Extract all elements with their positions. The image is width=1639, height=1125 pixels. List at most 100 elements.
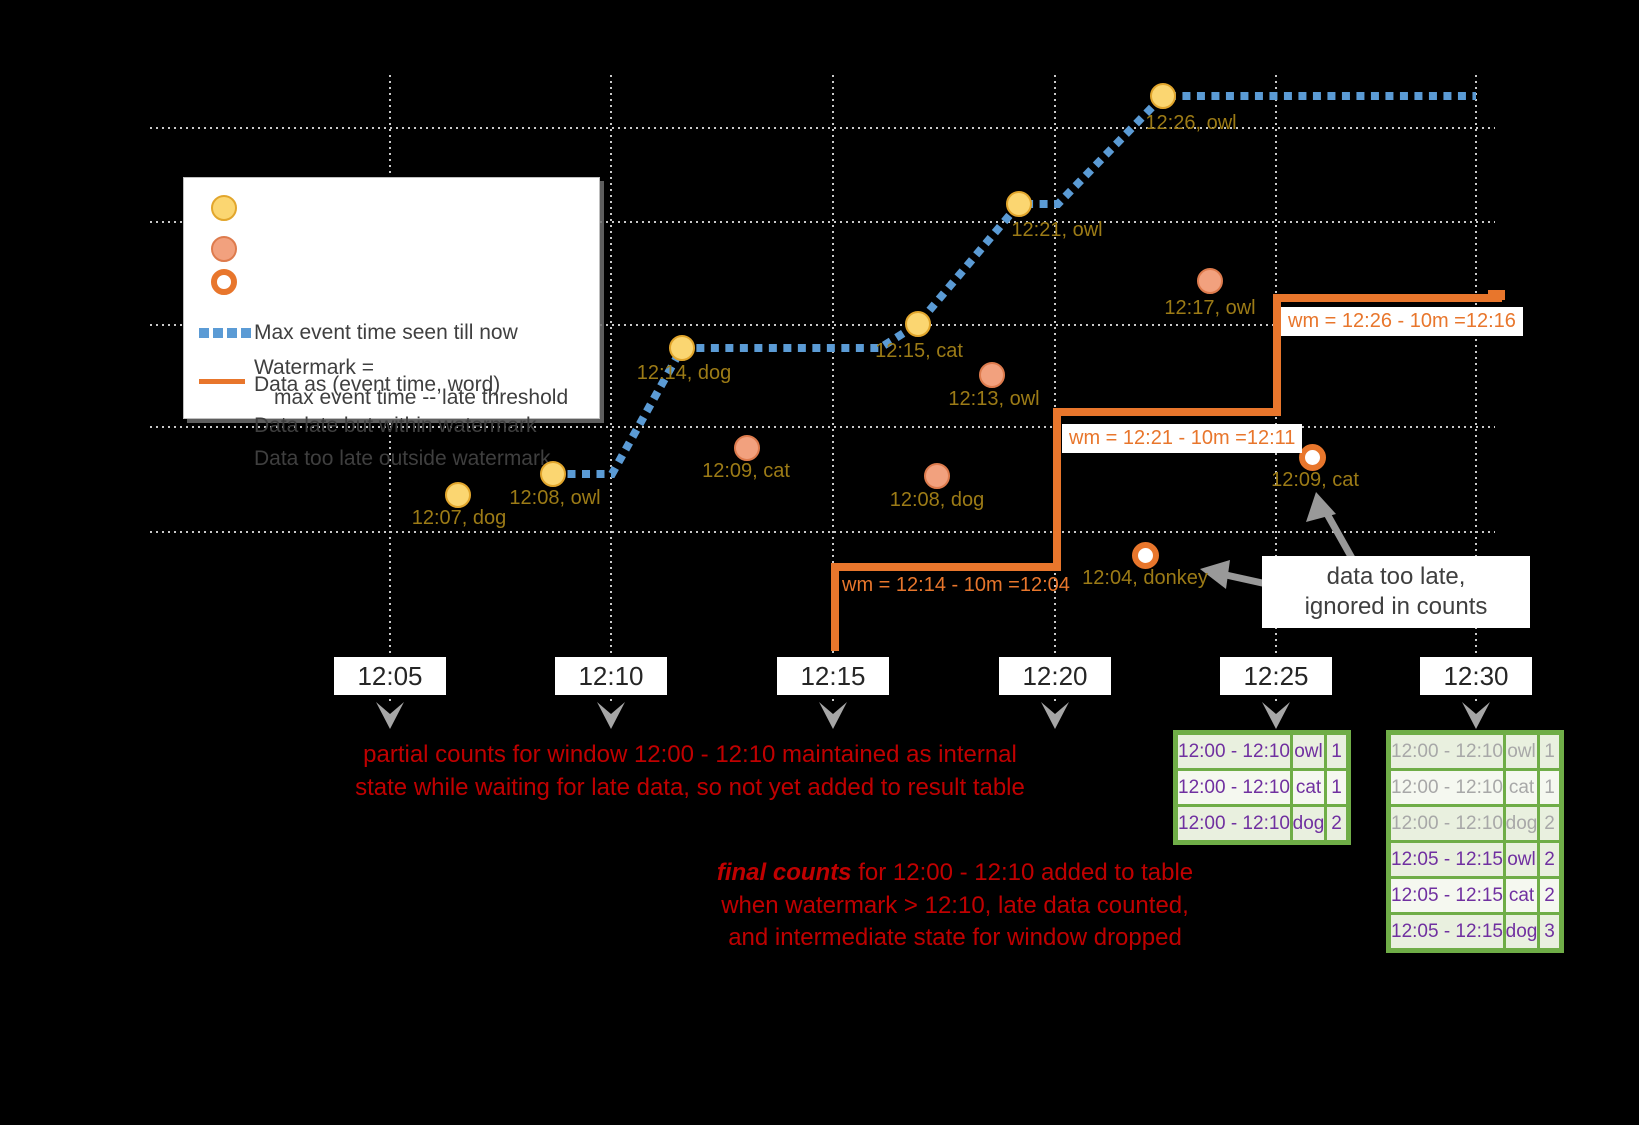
- blue-dotted-line-icon: [199, 328, 251, 338]
- table-cell-window: 12:05 - 12:15: [1391, 915, 1503, 948]
- callout-line: data too late,: [1326, 563, 1466, 590]
- table-cell-word: dog: [1506, 807, 1537, 840]
- table-cell-window: 12:00 - 12:10: [1178, 771, 1290, 804]
- table-cell-window: 12:00 - 12:10: [1178, 735, 1290, 768]
- salmon-dot-icon: [211, 236, 237, 262]
- table-cell-window: 12:00 - 12:10: [1391, 807, 1503, 840]
- annotation-line-rest: for 12:00 - 12:10 added to table: [851, 859, 1194, 886]
- data-point-label: 12:13, owl: [948, 388, 1040, 410]
- axis-tick-1215: 12:15: [777, 657, 889, 695]
- watermark-value-label: wm = 12:14 - 10m =12:04: [842, 574, 1070, 596]
- table-cell-count: 1: [1327, 735, 1346, 768]
- table-row: 12:00 - 12:10 dog 2: [1391, 807, 1559, 840]
- callout-line: ignored in counts: [1304, 593, 1488, 620]
- table-cell-word: cat: [1506, 771, 1537, 804]
- data-point-toolate: [1299, 444, 1326, 471]
- data-point-ontime: [669, 335, 695, 361]
- table-cell-count: 1: [1327, 771, 1346, 804]
- too-late-callout: data too late, ignored in counts: [1262, 556, 1530, 628]
- watermark-value-label: wm = 12:21 - 10m =12:11: [1062, 424, 1303, 453]
- axis-tick-1205: 12:05: [334, 657, 446, 695]
- axis-tick-1210: 12:10: [555, 657, 667, 695]
- data-point-label: 12:14, dog: [636, 362, 732, 384]
- table-cell-window: 12:05 - 12:15: [1391, 843, 1503, 876]
- axis-tick-1230: 12:30: [1420, 657, 1532, 695]
- table-cell-window: 12:05 - 12:15: [1391, 879, 1503, 912]
- final-counts-emphasis: final counts: [716, 859, 852, 886]
- table-row: 12:00 - 12:10 owl 1: [1178, 735, 1346, 768]
- data-point-late: [734, 435, 760, 461]
- table-cell-count: 2: [1327, 807, 1346, 840]
- data-point-ontime: [540, 461, 566, 487]
- data-point-late: [924, 463, 950, 489]
- table-cell-window: 12:00 - 12:10: [1178, 807, 1290, 840]
- table-row: 12:00 - 12:10 cat 1: [1178, 771, 1346, 804]
- legend: Data as (event time, word) Data late but…: [183, 177, 600, 470]
- final-counts-annotation: final counts for 12:00 - 12:10 added to …: [655, 857, 1255, 955]
- data-point-label: 12:08, owl: [509, 487, 601, 509]
- data-point-label: 12:04, donkey: [1082, 567, 1208, 589]
- table-cell-word: owl: [1506, 735, 1537, 768]
- data-point-label: 12:09, cat: [702, 460, 790, 482]
- table-row: 12:05 - 12:15 owl 2: [1391, 843, 1559, 876]
- table-cell-word: cat: [1506, 879, 1537, 912]
- table-cell-word: dog: [1293, 807, 1324, 840]
- table-cell-window: 12:00 - 12:10: [1391, 735, 1503, 768]
- table-cell-word: cat: [1293, 771, 1324, 804]
- data-point-label: 12:21, owl: [1011, 219, 1103, 241]
- data-point-label: 12:07, dog: [411, 507, 507, 529]
- table-cell-count: 2: [1540, 807, 1559, 840]
- data-point-late: [1197, 268, 1223, 294]
- data-point-label: 12:17, owl: [1164, 297, 1256, 319]
- table-cell-count: 2: [1540, 879, 1559, 912]
- table-row: 12:00 - 12:10 cat 1: [1391, 771, 1559, 804]
- data-point-ontime: [1006, 191, 1032, 217]
- annotation-line: when watermark > 12:10, late data counte…: [721, 891, 1189, 919]
- legend-item-label: Max event time seen till now: [254, 321, 518, 344]
- table-cell-word: owl: [1506, 843, 1537, 876]
- table-cell-count: 1: [1540, 735, 1559, 768]
- table-row: 12:05 - 12:15 dog 3: [1391, 915, 1559, 948]
- annotation-line: state while waiting for late data, so no…: [355, 773, 1025, 801]
- table-cell-count: 2: [1540, 843, 1559, 876]
- orange-line-icon: [199, 379, 245, 384]
- axis-tick-1225: 12:25: [1220, 657, 1332, 695]
- table-cell-count: 1: [1540, 771, 1559, 804]
- legend-item-label: Data too late outside watermark: [254, 447, 551, 470]
- trigger-arrowheads: [376, 702, 1490, 729]
- data-point-label: 12:26, owl: [1145, 112, 1237, 134]
- table-row: 12:00 - 12:10 owl 1: [1391, 735, 1559, 768]
- axis-tick-1220: 12:20: [999, 657, 1111, 695]
- data-point-toolate: [1132, 542, 1159, 569]
- orange-ring-icon: [211, 269, 237, 295]
- table-cell-word: owl: [1293, 735, 1324, 768]
- result-table-1225: 12:00 - 12:10 owl 1 12:00 - 12:10 cat 1 12:00 …: [1173, 730, 1351, 845]
- table-row: 12:00 - 12:10 dog 2: [1178, 807, 1346, 840]
- data-point-label: 12:08, dog: [889, 489, 985, 511]
- legend-item-label: Watermark =: [254, 356, 374, 379]
- result-table-1230: 12:00 - 12:10 owl 1 12:00 - 12:10 cat 1 12:00 …: [1386, 730, 1564, 953]
- data-point-label: 12:09, cat: [1271, 469, 1359, 491]
- watermark-line: [831, 294, 1502, 651]
- gridlines: [150, 75, 1495, 705]
- data-point-ontime: [905, 311, 931, 337]
- yellow-dot-icon: [211, 195, 237, 221]
- data-point-ontime: [445, 482, 471, 508]
- table-cell-count: 3: [1540, 915, 1559, 948]
- table-row: 12:05 - 12:15 cat 2: [1391, 879, 1559, 912]
- watermark-value-label: wm = 12:26 - 10m =12:16: [1281, 307, 1523, 336]
- annotation-line: partial counts for window 12:00 - 12:10 …: [363, 741, 1017, 768]
- annotation-line: and intermediate state for window droppe…: [728, 924, 1182, 952]
- data-point-ontime: [1150, 83, 1176, 109]
- annotation-line: final counts for 12:00 - 12:10 added to …: [655, 857, 1255, 890]
- legend-item-label: Data as (event time, word): [254, 373, 501, 396]
- data-point-label: 12:15, cat: [875, 340, 963, 362]
- table-cell-window: 12:00 - 12:10: [1391, 771, 1503, 804]
- table-cell-word: dog: [1506, 915, 1537, 948]
- max-event-time-line: [553, 92, 1476, 478]
- data-point-late: [979, 362, 1005, 388]
- partial-counts-annotation: partial counts for window 12:00 - 12:10 …: [300, 739, 1080, 804]
- legend-item-label: Data late but within watermark: [254, 414, 537, 437]
